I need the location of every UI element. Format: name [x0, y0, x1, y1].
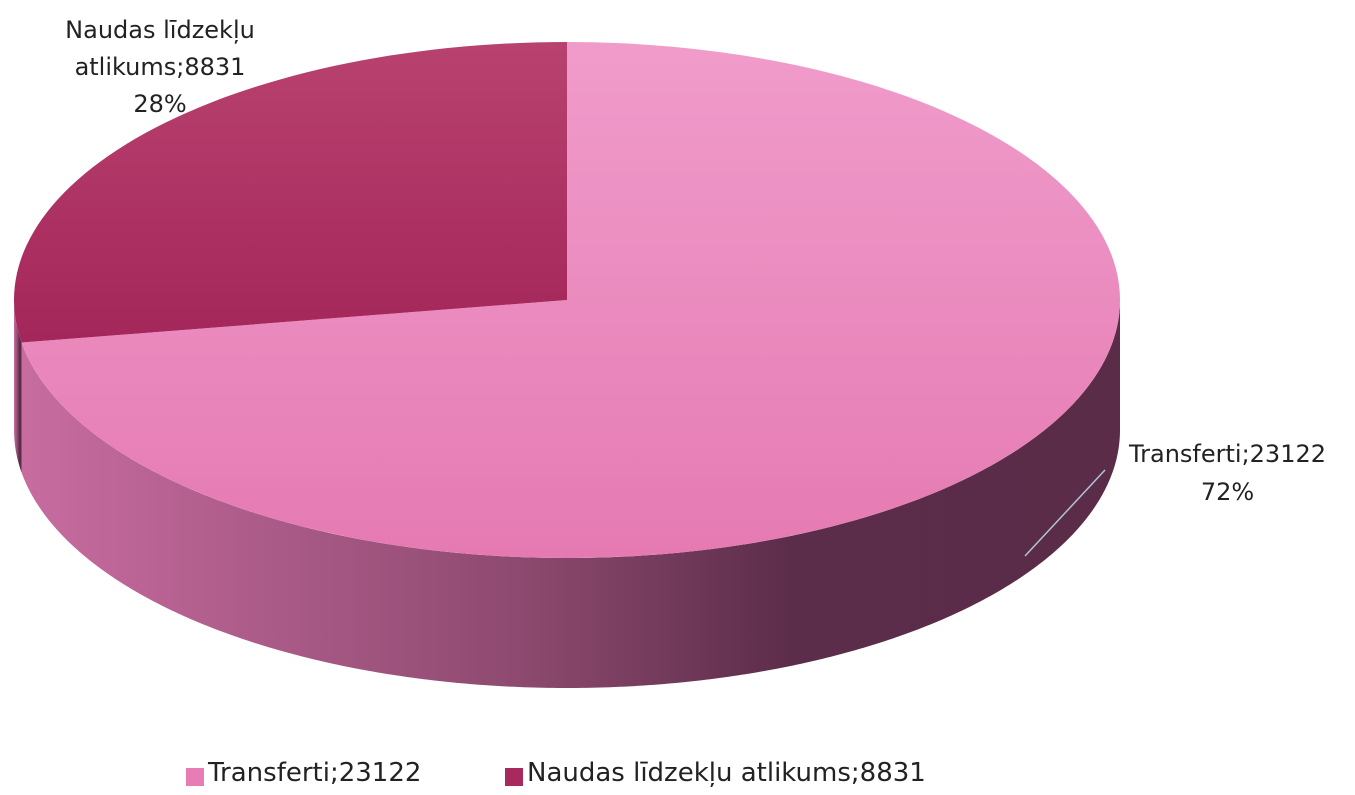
leader-line	[1024, 469, 1106, 557]
pie-slice-side	[14, 300, 22, 473]
pie-slice-side	[21, 300, 1120, 688]
legend-label: Transferti;23122	[208, 758, 422, 788]
data-label-category: Transferti;23122	[1128, 440, 1326, 468]
data-label-percent: 28%	[133, 90, 187, 118]
legend-label: Naudas līdzekļu atlikums;8831	[527, 758, 926, 788]
data-label-category: Naudas līdzekļu atlikums;8831	[65, 16, 255, 81]
legend-swatch	[505, 768, 523, 786]
data-label-percent: 72%	[1200, 478, 1255, 506]
legend-swatch	[186, 768, 204, 786]
pie-slice	[13, 42, 567, 343]
pie-slice	[21, 42, 1121, 558]
